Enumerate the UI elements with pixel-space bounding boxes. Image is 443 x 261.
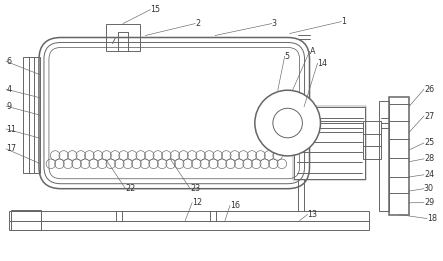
Text: 11: 11 <box>6 124 16 134</box>
Text: 26: 26 <box>424 85 434 94</box>
Text: 18: 18 <box>427 214 437 223</box>
Text: 24: 24 <box>424 170 434 179</box>
Text: 27: 27 <box>424 111 434 121</box>
Text: 14: 14 <box>318 59 327 68</box>
Text: 29: 29 <box>424 198 434 207</box>
Bar <box>389 97 409 215</box>
Text: 30: 30 <box>424 184 434 193</box>
Circle shape <box>255 90 320 156</box>
Text: 6: 6 <box>6 57 11 66</box>
Text: 9: 9 <box>6 102 11 111</box>
Bar <box>379 101 389 211</box>
Bar <box>9 221 369 230</box>
Text: 13: 13 <box>307 210 318 219</box>
Text: 15: 15 <box>150 5 160 14</box>
Text: 2: 2 <box>195 19 200 28</box>
Bar <box>363 121 381 159</box>
Text: 5: 5 <box>285 52 290 61</box>
Text: 23: 23 <box>190 184 200 193</box>
Text: 17: 17 <box>6 144 16 153</box>
Bar <box>11 211 41 230</box>
Bar <box>9 211 369 221</box>
Bar <box>294 107 365 179</box>
Text: 3: 3 <box>272 19 277 28</box>
Text: 4: 4 <box>6 85 11 94</box>
Bar <box>293 106 366 180</box>
Text: 25: 25 <box>424 138 434 147</box>
Bar <box>282 95 294 151</box>
Bar <box>23 57 40 173</box>
Text: 28: 28 <box>424 154 434 163</box>
Text: 12: 12 <box>192 198 202 207</box>
Text: 22: 22 <box>125 184 136 193</box>
Text: 16: 16 <box>230 201 240 210</box>
Bar <box>105 23 140 51</box>
Bar <box>11 210 41 230</box>
Text: 1: 1 <box>342 17 346 26</box>
Text: A: A <box>310 47 315 56</box>
